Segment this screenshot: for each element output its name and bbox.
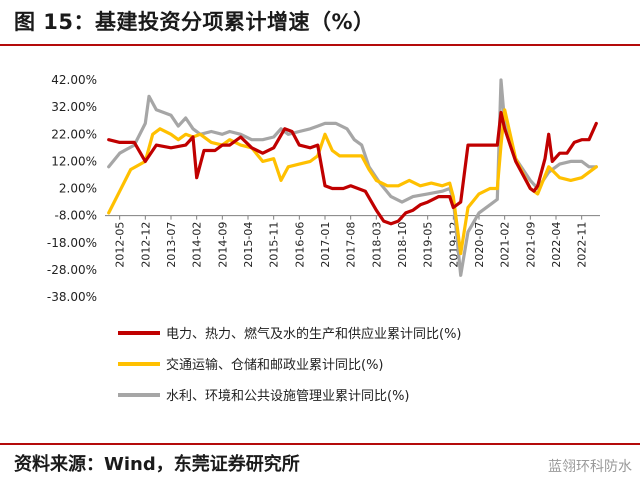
x-tick-label: 2021-02 [499, 222, 512, 268]
chart-title: 图 15：基建投资分项累计增速（%） [14, 10, 375, 34]
series-line-1 [107, 110, 598, 226]
legend-layer: 电力、热力、燃气及水的生产和供应业累计同比(%) 交通运输、仓储和邮政业累计同比(… [118, 326, 462, 404]
y-tick-label: -28.00% [47, 263, 97, 277]
watermark-text: 蓝翎环科防水 [548, 459, 632, 475]
source-note: 资料来源：Wind，东莞证券研究所 [14, 454, 300, 475]
legend-label-3: 水利、环境和公共设施管理业累计同比(%) [166, 389, 410, 404]
y-tick-label: -18.00% [47, 236, 97, 250]
y-tick-label: -38.00% [47, 290, 97, 304]
x-tick-label: 2013-07 [165, 222, 178, 268]
x-tick-label: 2014-09 [216, 222, 229, 268]
x-tick-label: 2022-04 [550, 222, 563, 268]
x-tick-label: 2012-12 [139, 222, 152, 268]
x-tick-label: 2019-05 [422, 222, 435, 268]
x-tick-label: 2012-05 [114, 222, 127, 268]
x-tick-label: 2014-02 [191, 222, 204, 268]
y-tick-label: 32.00% [51, 100, 97, 114]
x-tick-label: 2015-04 [242, 222, 255, 268]
y-tick-label: 22.00% [51, 127, 97, 141]
y-tick-label: 12.00% [51, 154, 97, 168]
line-chart: 42.00% 32.00% 22.00% 12.00% 2.00% -8.00% -18.0… [47, 73, 600, 404]
header-rule [0, 44, 640, 46]
footer-rule [0, 443, 640, 445]
x-tick-label: 2017-01 [319, 222, 332, 268]
x-tick-label: 2017-08 [345, 222, 358, 268]
axes-layer: 42.00% 32.00% 22.00% 12.00% 2.00% -8.00% -18.0… [47, 73, 600, 304]
legend-label-2: 交通运输、仓储和邮政业累计同比(%) [166, 357, 384, 373]
series-line-2 [107, 108, 598, 256]
series-layer [107, 78, 598, 277]
y-tick-label: -8.00% [55, 209, 97, 223]
x-tick-label: 2016-06 [293, 222, 306, 268]
x-tick-label: 2018-10 [396, 222, 409, 268]
x-tick-label: 2015-11 [268, 222, 281, 268]
y-tick-label: 42.00% [51, 73, 97, 87]
x-tick-label: 2018-03 [370, 222, 383, 268]
x-tick-label: 2022-11 [576, 222, 589, 268]
y-tick-label: 2.00% [59, 182, 97, 196]
x-tick-label: 2021-09 [524, 222, 537, 268]
x-tick-label: 2020-07 [473, 222, 486, 268]
legend-label-1: 电力、热力、燃气及水的生产和供应业累计同比(%) [166, 326, 462, 342]
